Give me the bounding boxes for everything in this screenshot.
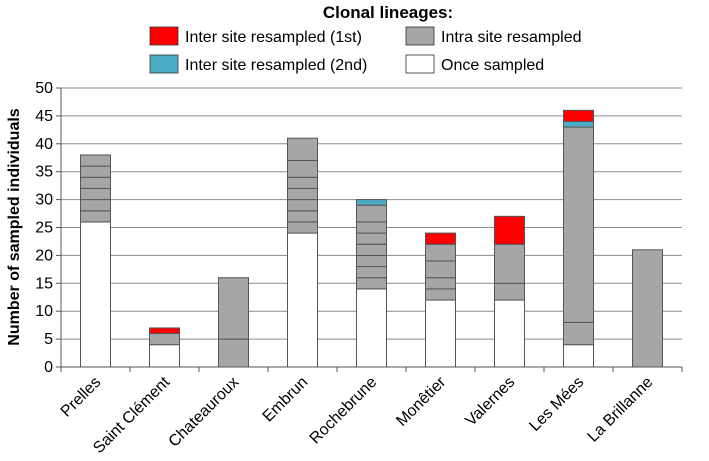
bar-segment-intra bbox=[80, 176, 111, 189]
bar-segment-intra bbox=[149, 333, 180, 346]
y-tick-label: 0 bbox=[44, 359, 53, 376]
bar-segment-intra bbox=[287, 210, 318, 223]
bar-segment-intra bbox=[356, 254, 387, 268]
legend-label-once-sampled: Once sampled bbox=[441, 57, 544, 74]
x-category-label: Prelles bbox=[58, 374, 105, 421]
bar-segment-inter1 bbox=[149, 327, 180, 335]
bar-segment-intra bbox=[80, 165, 111, 178]
bar-segment-once bbox=[80, 221, 111, 368]
bar-segment-intra bbox=[80, 199, 111, 212]
y-tick-label: 40 bbox=[35, 136, 53, 153]
y-tick-label: 15 bbox=[35, 275, 53, 292]
x-category-label: Rochebrune bbox=[307, 374, 381, 448]
bar-segment-once bbox=[356, 288, 387, 368]
legend-label-inter-site-2nd: Inter site resampled (2nd) bbox=[185, 57, 367, 74]
bar-stack bbox=[80, 154, 111, 368]
bar-segment-intra bbox=[287, 221, 318, 234]
legend-swatch-once-sampled bbox=[405, 54, 435, 74]
legend-swatch-inter-site-2nd bbox=[149, 54, 179, 74]
bar-segment-intra bbox=[356, 266, 387, 279]
legend-label-inter-site-1st: Inter site resampled (1st) bbox=[185, 29, 362, 46]
bar-segment-intra bbox=[356, 243, 387, 256]
bar-segment-intra bbox=[425, 288, 456, 301]
y-tick-label: 5 bbox=[44, 331, 53, 348]
bar-stack bbox=[149, 327, 180, 368]
bar-stack bbox=[425, 232, 456, 368]
bar-segment-intra bbox=[80, 154, 111, 167]
x-category-label: La Brillanne bbox=[585, 374, 657, 446]
bar-segment-intra bbox=[563, 126, 594, 323]
x-category-label: Monêtier bbox=[393, 373, 450, 430]
x-category-label: Valernes bbox=[462, 374, 518, 430]
bar-segment-intra bbox=[563, 321, 594, 346]
bar-segment-intra bbox=[80, 210, 111, 223]
bar-segment-intra bbox=[425, 277, 456, 290]
axes bbox=[60, 88, 683, 372]
y-tick-label: 30 bbox=[35, 192, 53, 209]
bar-stack bbox=[563, 109, 594, 368]
bar-segment-once bbox=[494, 299, 525, 368]
y-axis-ticks: 0 5 10 15 20 25 30 35 40 45 50 bbox=[35, 80, 61, 376]
bar-segment-intra bbox=[425, 260, 456, 279]
bar-segment-once bbox=[149, 344, 180, 368]
y-tick-label: 35 bbox=[35, 164, 53, 181]
legend-label-intra-site: Intra site resampled bbox=[441, 29, 582, 46]
y-tick-label: 25 bbox=[35, 220, 53, 237]
bar-segment-intra bbox=[287, 199, 318, 212]
bar-segment-intra bbox=[218, 277, 249, 340]
bar-segment-intra bbox=[80, 187, 111, 201]
bar-segment-inter1 bbox=[425, 232, 456, 245]
bar-segment-intra bbox=[356, 204, 387, 223]
legend-swatch-intra-site bbox=[405, 26, 435, 46]
y-tick-label: 20 bbox=[35, 247, 53, 264]
bar-segment-intra bbox=[287, 160, 318, 178]
bar-segment-inter1 bbox=[494, 215, 525, 245]
legend-swatch-inter-site-1st bbox=[149, 26, 179, 46]
x-category-label: Les Mées bbox=[526, 374, 587, 435]
x-category-label: Chateauroux bbox=[166, 374, 243, 451]
bar-segment-intra bbox=[287, 187, 318, 201]
y-tick-label: 50 bbox=[35, 80, 53, 97]
y-tick-label: 10 bbox=[35, 303, 53, 320]
bar-segment-intra bbox=[287, 176, 318, 189]
x-category-label: Embrun bbox=[260, 374, 312, 426]
bar-segment-inter2 bbox=[563, 120, 594, 128]
bar-segment-intra bbox=[356, 277, 387, 290]
bar-stack bbox=[218, 277, 249, 368]
bar-segment-intra bbox=[425, 243, 456, 262]
legend: Clonal lineages: Inter site resampled (1… bbox=[149, 3, 582, 74]
bars bbox=[80, 109, 663, 368]
y-tick-label: 45 bbox=[35, 108, 53, 125]
bar-segment-intra bbox=[218, 338, 249, 368]
bar-segment-intra bbox=[494, 243, 525, 284]
bar-segment-intra bbox=[287, 137, 318, 162]
legend-title: Clonal lineages: bbox=[323, 3, 453, 22]
bar-segment-once bbox=[425, 299, 456, 368]
bar-segment-inter1 bbox=[563, 109, 594, 122]
bar-stack bbox=[494, 215, 525, 368]
bar-segment-intra bbox=[632, 249, 663, 368]
bar-stack bbox=[356, 199, 387, 368]
bar-segment-intra bbox=[494, 282, 525, 301]
bar-segment-inter2 bbox=[356, 199, 387, 206]
bar-stack bbox=[632, 249, 663, 368]
bar-segment-once bbox=[287, 232, 318, 368]
bar-segment-once bbox=[563, 344, 594, 368]
bar-segment-intra bbox=[356, 232, 387, 245]
bar-segment-intra bbox=[356, 221, 387, 234]
bar-stack bbox=[287, 137, 318, 368]
y-axis-title: Number of sampled individuals bbox=[6, 108, 23, 345]
